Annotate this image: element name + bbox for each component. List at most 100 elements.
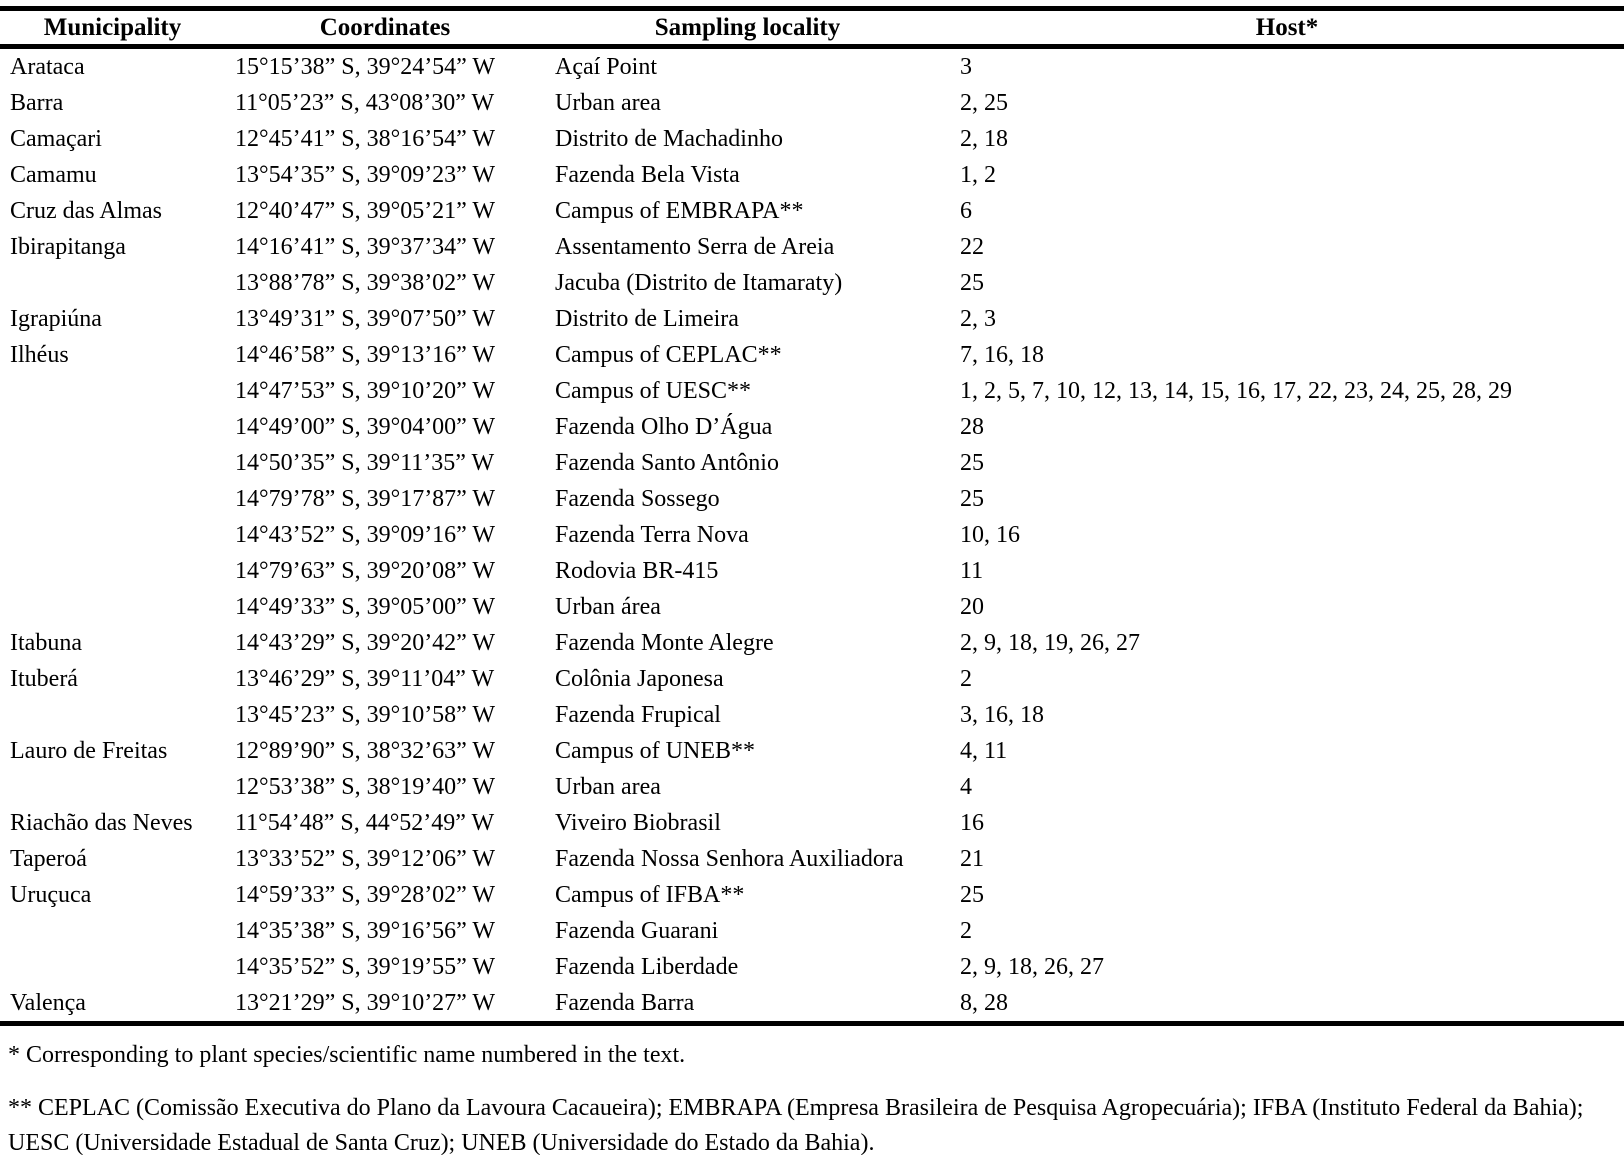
table-row: Ituberá 13°46’29” S, 39°11’04” W Colônia J… <box>0 661 1624 697</box>
coordinates-cell: 14°43’29” S, 39°20’42” W <box>235 629 496 656</box>
coordinates-cell: 13°54’35” S, 39°09’23” W <box>235 161 496 188</box>
host-cell: 10, 16 <box>960 521 1020 548</box>
table-row: Uruçuca 14°59’33” S, 39°28’02” W Campus of… <box>0 877 1624 913</box>
municipality-cell: Uruçuca <box>10 881 92 908</box>
coordinates-cell: 13°88’78” S, 39°38’02” W <box>235 269 496 296</box>
municipality-cell: Ibirapitanga <box>10 233 126 260</box>
coordinates-cell: 13°33’52” S, 39°12’06” W <box>235 845 496 872</box>
municipality-cell: Riachão das Neves <box>10 809 193 836</box>
locality-cell: Fazenda Santo Antônio <box>555 449 779 476</box>
locality-cell: Fazenda Frupical <box>555 701 721 728</box>
municipality-cell <box>0 697 225 733</box>
host-cell: 25 <box>960 881 984 908</box>
municipality-cell <box>0 481 225 517</box>
municipality-cell: Barra <box>10 89 64 116</box>
municipality-cell <box>0 409 225 445</box>
coordinates-cell: 14°47’53” S, 39°10’20” W <box>235 377 496 404</box>
municipality-cell <box>0 949 225 985</box>
table-row: 13°45’23” S, 39°10’58” W Fazenda Frupical… <box>0 697 1624 733</box>
locality-cell: Distrito de Machadinho <box>555 125 783 152</box>
municipality-cell: Lauro de Freitas <box>10 737 168 764</box>
locality-cell: Urban área <box>555 593 661 620</box>
locality-cell: Fazenda Barra <box>555 989 695 1016</box>
coordinates-cell: 14°16’41” S, 39°37’34” W <box>235 233 496 260</box>
locality-cell: Assentamento Serra de Areia <box>555 233 835 260</box>
coordinates-cell: 14°49’00” S, 39°04’00” W <box>235 413 496 440</box>
coordinates-cell: 14°59’33” S, 39°28’02” W <box>235 881 496 908</box>
municipality-cell <box>0 445 225 481</box>
coordinates-cell: 12°40’47” S, 39°05’21” W <box>235 197 496 224</box>
header-sampling-locality: Sampling locality <box>654 13 841 41</box>
sampling-localities-table: Municipality Coordinates Sampling locali… <box>0 6 1624 1026</box>
table-footnotes: * Corresponding to plant species/scienti… <box>0 1038 1624 1155</box>
locality-cell: Campus of UNEB** <box>555 737 755 764</box>
host-cell: 25 <box>960 269 984 296</box>
table-row: 14°79’78” S, 39°17’87” W Fazenda Sossego 2… <box>0 481 1624 517</box>
footnote-institutions: ** CEPLAC (Comissão Executiva do Plano d… <box>8 1095 1584 1155</box>
locality-cell: Urban area <box>555 89 661 116</box>
coordinates-cell: 15°15’38” S, 39°24’54” W <box>235 53 496 80</box>
header-host: Host* <box>1255 13 1319 41</box>
municipality-cell: Taperoá <box>10 845 87 872</box>
host-cell: 2, 9, 18, 19, 26, 27 <box>960 629 1140 656</box>
table-body: Arataca 15°15’38” S, 39°24’54” W Açaí Poin… <box>0 47 1624 1024</box>
municipality-cell: Ilhéus <box>10 341 69 368</box>
locality-cell: Campus of IFBA** <box>555 881 745 908</box>
table-row: Ilhéus 14°46’58” S, 39°13’16” W Campus of … <box>0 337 1624 373</box>
coordinates-cell: 14°50’35” S, 39°11’35” W <box>235 449 495 476</box>
coordinates-cell: 14°46’58” S, 39°13’16” W <box>235 341 496 368</box>
locality-cell: Campus of EMBRAPA** <box>555 197 804 224</box>
host-cell: 4, 11 <box>960 737 1008 764</box>
locality-cell: Jacuba (Distrito de Itamaraty) <box>555 269 843 296</box>
locality-cell: Fazenda Terra Nova <box>555 521 749 548</box>
host-cell: 3, 16, 18 <box>960 701 1044 728</box>
host-cell: 28 <box>960 413 984 440</box>
table-row: Camaçari 12°45’41” S, 38°16’54” W Distrito… <box>0 121 1624 157</box>
host-cell: 8, 28 <box>960 989 1008 1016</box>
table-row: Igrapiúna 13°49’31” S, 39°07’50” W Distrit… <box>0 301 1624 337</box>
table-row: Taperoá 13°33’52” S, 39°12’06” W Fazenda N… <box>0 841 1624 877</box>
header-row: Municipality Coordinates Sampling locali… <box>0 9 1624 47</box>
municipality-cell: Valença <box>10 989 86 1016</box>
coordinates-cell: 13°46’29” S, 39°11’04” W <box>235 665 495 692</box>
locality-cell: Campus of CEPLAC** <box>555 341 782 368</box>
locality-cell: Rodovia BR-415 <box>555 557 719 584</box>
locality-cell: Viveiro Biobrasil <box>555 809 721 836</box>
coordinates-cell: 14°35’52” S, 39°19’55” W <box>235 953 496 980</box>
table-row: 12°53’38” S, 38°19’40” W Urban area 4 <box>0 769 1624 805</box>
locality-cell: Colônia Japonesa <box>555 665 724 692</box>
municipality-cell: Ituberá <box>10 665 78 692</box>
coordinates-cell: 13°45’23” S, 39°10’58” W <box>235 701 496 728</box>
coordinates-cell: 12°53’38” S, 38°19’40” W <box>235 773 496 800</box>
municipality-cell: Camaçari <box>10 125 102 152</box>
table-row: 14°79’63” S, 39°20’08” W Rodovia BR-415 11 <box>0 553 1624 589</box>
host-cell: 4 <box>960 773 972 800</box>
header-municipality: Municipality <box>43 13 182 41</box>
table-row: 14°49’33” S, 39°05’00” W Urban área 20 <box>0 589 1624 625</box>
table-row: Ibirapitanga 14°16’41” S, 39°37’34” W Asse… <box>0 229 1624 265</box>
host-cell: 2, 3 <box>960 305 996 332</box>
table-row: 14°35’38” S, 39°16’56” W Fazenda Guarani 2 <box>0 913 1624 949</box>
host-cell: 2, 9, 18, 26, 27 <box>960 953 1104 980</box>
locality-cell: Fazenda Liberdade <box>555 953 739 980</box>
municipality-cell: Itabuna <box>10 629 82 656</box>
table-row: Valença 13°21’29” S, 39°10’27” W Fazenda B… <box>0 985 1624 1024</box>
host-cell: 11 <box>960 557 984 584</box>
municipality-cell <box>0 265 225 301</box>
table-row: 14°43’52” S, 39°09’16” W Fazenda Terra No… <box>0 517 1624 553</box>
host-cell: 2 <box>960 917 972 944</box>
municipality-cell: Cruz das Almas <box>10 197 162 224</box>
table-row: Lauro de Freitas 12°89’90” S, 38°32’63” W… <box>0 733 1624 769</box>
table-row: 14°35’52” S, 39°19’55” W Fazenda Liberdad… <box>0 949 1624 985</box>
table-row: Arataca 15°15’38” S, 39°24’54” W Açaí Poin… <box>0 47 1624 86</box>
locality-cell: Distrito de Limeira <box>555 305 739 332</box>
table-row: 14°49’00” S, 39°04’00” W Fazenda Olho D’Á… <box>0 409 1624 445</box>
table-row: Barra 11°05’23” S, 43°08’30” W Urban area 2… <box>0 85 1624 121</box>
header-coordinates: Coordinates <box>319 13 451 41</box>
municipality-cell <box>0 517 225 553</box>
table-row: Itabuna 14°43’29” S, 39°20’42” W Fazenda M… <box>0 625 1624 661</box>
host-cell: 7, 16, 18 <box>960 341 1044 368</box>
municipality-cell: Igrapiúna <box>10 305 102 332</box>
municipality-cell <box>0 589 225 625</box>
